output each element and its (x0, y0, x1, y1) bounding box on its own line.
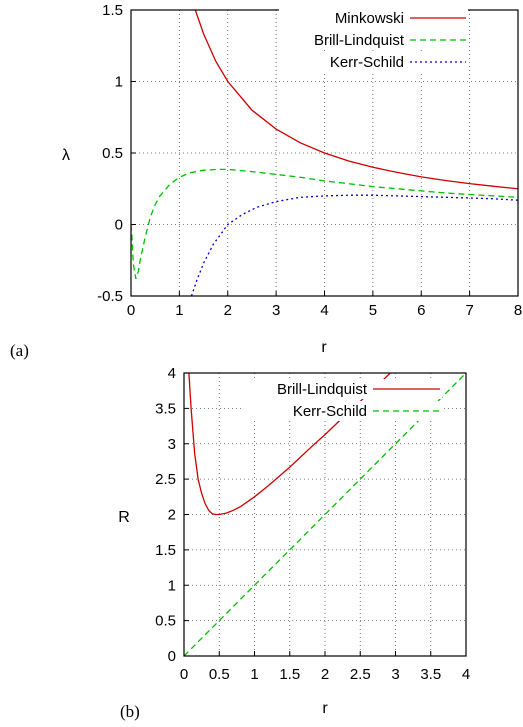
y-tick-label: 3 (168, 436, 176, 453)
series-line-brill-lindquist (131, 168, 518, 280)
legend-background (242, 379, 442, 399)
x-tick-label: 4 (320, 302, 328, 319)
y-tick-label: 2.5 (155, 471, 176, 488)
legend-label: Minkowski (335, 10, 404, 27)
x-tick-label: 2.5 (350, 666, 371, 683)
legend-label: Brill-Lindquist (314, 32, 405, 49)
x-tick-label: 6 (417, 302, 425, 319)
y-axis-label-a: λ (62, 147, 70, 164)
y-tick-label: 1.5 (102, 2, 123, 19)
x-tick-label: 5 (369, 302, 377, 319)
x-tick-label: 7 (465, 302, 473, 319)
x-tick-label: 0 (127, 302, 135, 319)
legend-label: Kerr-Schild (330, 54, 404, 71)
panel-a: (a) r λ 0 1 2 3 4 5 6 7 8-0.500.511.5 MinkowskiBr… (10, 2, 522, 360)
legend-background (279, 52, 468, 72)
x-tick-label: 1 (250, 666, 258, 683)
y-tick-label: 1.5 (155, 542, 176, 559)
x-tick-label: 0.5 (209, 666, 230, 683)
plot-frame (183, 372, 467, 657)
x-tick-label: 1.5 (279, 666, 300, 683)
x-axis-label-b: r (322, 700, 328, 717)
y-tick-label: 1 (115, 74, 123, 91)
legend-background (279, 8, 468, 28)
x-tick-label: 1 (175, 302, 183, 319)
x-tick-label: 3.5 (420, 666, 441, 683)
x-tick-label: 8 (514, 302, 522, 319)
series-line-kerr-schild (190, 194, 518, 296)
legend-background (242, 401, 442, 421)
legend-background (279, 30, 468, 50)
series-line-minkowski (194, 10, 518, 190)
x-tick-label: 2 (321, 666, 329, 683)
y-tick-label: 0 (115, 217, 123, 234)
y-tick-label: 1 (168, 577, 176, 594)
panel-label-a: (a) (10, 341, 29, 360)
x-tick-label: 0 (180, 666, 188, 683)
x-axis-label-a: r (321, 339, 327, 356)
y-axis-label-b: R (118, 509, 130, 526)
x-tick-label: 3 (272, 302, 280, 319)
x-tick-label: 3 (391, 666, 399, 683)
y-tick-label: 2 (168, 507, 176, 524)
x-tick-label: 4 (462, 666, 470, 683)
legend-label: Kerr-Schild (293, 403, 367, 420)
y-tick-label: 3.5 (155, 400, 176, 417)
y-tick-label: 4 (168, 365, 176, 382)
panel-label-b: (b) (120, 702, 140, 721)
panel-b: (b) r R 0 0.5 1 1.5 2 2.5 3 3.5 4 0 0.5 1 1.5 2 2.5 3 3.… (118, 365, 470, 721)
series-line-brill-lindquist (188, 373, 392, 516)
legend-label: Brill-Lindquist (277, 381, 368, 398)
y-tick-label: 0.5 (155, 613, 176, 630)
y-tick-label: -0.5 (97, 288, 123, 305)
x-tick-label: 2 (224, 302, 232, 319)
y-tick-label: 0.5 (102, 145, 123, 162)
y-tick-label: 0 (168, 648, 176, 665)
